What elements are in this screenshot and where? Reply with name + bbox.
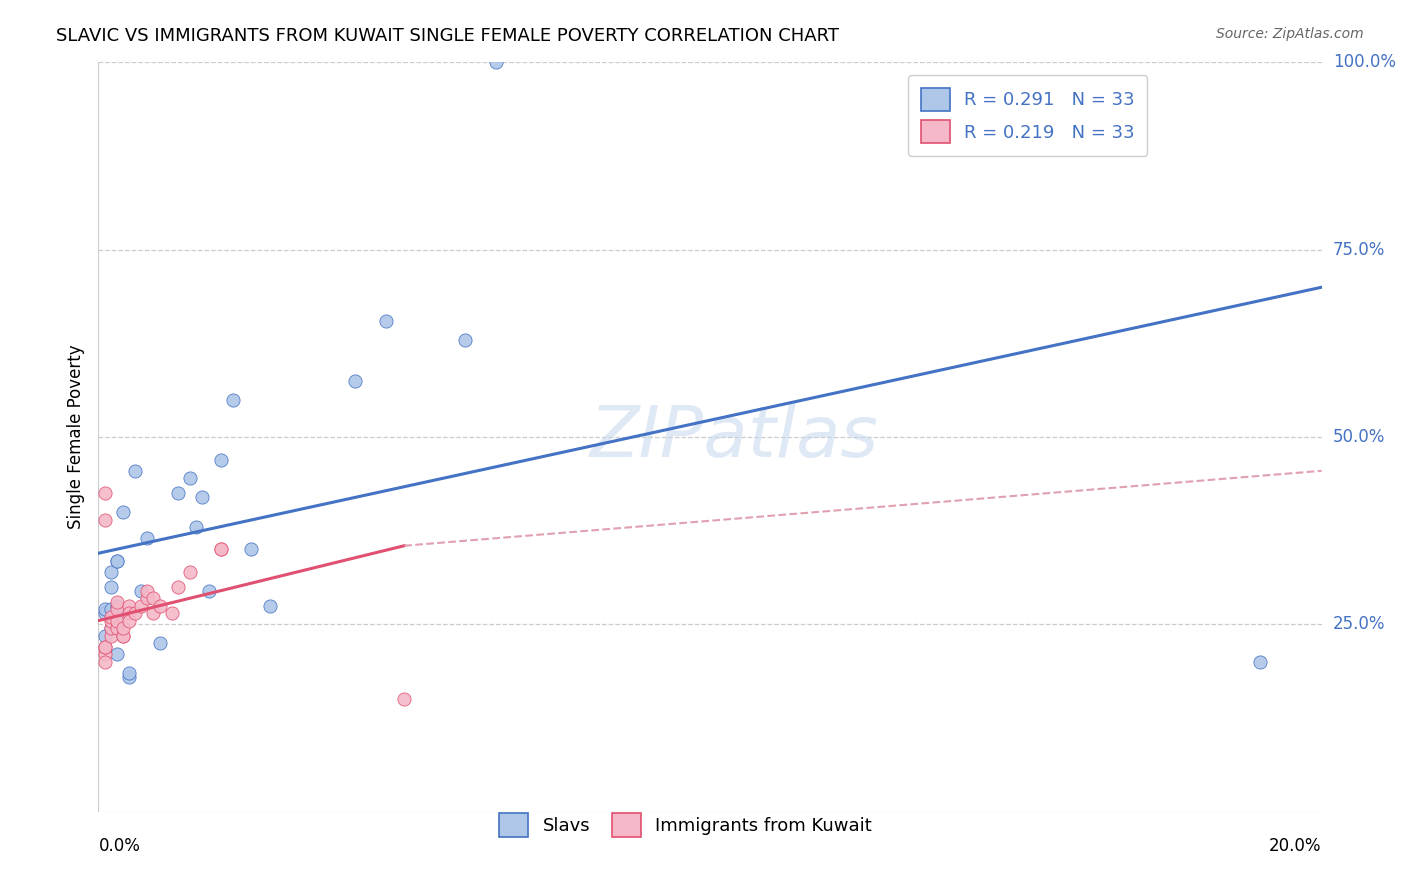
Point xyxy=(105,595,128,609)
Point xyxy=(197,583,219,598)
Point xyxy=(100,621,122,635)
Point xyxy=(240,542,263,557)
Point xyxy=(93,602,115,616)
Point xyxy=(100,614,122,628)
Point xyxy=(136,591,159,606)
Point xyxy=(118,606,141,620)
Text: 50.0%: 50.0% xyxy=(1333,428,1385,446)
Text: 25.0%: 25.0% xyxy=(1333,615,1385,633)
Point xyxy=(129,583,152,598)
Point xyxy=(209,542,232,557)
Point xyxy=(105,554,128,568)
Point xyxy=(136,531,159,545)
Point xyxy=(167,486,190,500)
Text: 0.0%: 0.0% xyxy=(98,837,141,855)
Point xyxy=(209,452,232,467)
Point xyxy=(93,648,115,662)
Point xyxy=(118,599,141,613)
Text: 100.0%: 100.0% xyxy=(1333,54,1396,71)
Point xyxy=(93,606,115,620)
Point xyxy=(1249,655,1271,669)
Y-axis label: Single Female Poverty: Single Female Poverty xyxy=(66,345,84,529)
Text: SLAVIC VS IMMIGRANTS FROM KUWAIT SINGLE FEMALE POVERTY CORRELATION CHART: SLAVIC VS IMMIGRANTS FROM KUWAIT SINGLE … xyxy=(56,27,839,45)
Point xyxy=(454,333,477,347)
Point xyxy=(105,621,128,635)
Point xyxy=(93,486,115,500)
Point xyxy=(179,565,201,579)
Point xyxy=(105,554,128,568)
Point xyxy=(105,599,128,613)
Point xyxy=(105,648,128,662)
Point xyxy=(100,621,122,635)
Point xyxy=(124,464,146,478)
Legend: Slavs, Immigrants from Kuwait: Slavs, Immigrants from Kuwait xyxy=(492,806,879,844)
Point xyxy=(105,614,128,628)
Point xyxy=(129,599,152,613)
Point xyxy=(191,490,214,504)
Point xyxy=(259,599,281,613)
Point xyxy=(100,580,122,594)
Point xyxy=(111,621,134,635)
Point xyxy=(93,640,115,654)
Text: ZIPatlas: ZIPatlas xyxy=(591,402,879,472)
Point xyxy=(111,505,134,519)
Point xyxy=(124,606,146,620)
Point xyxy=(100,629,122,643)
Point xyxy=(160,606,183,620)
Point xyxy=(222,392,245,407)
Point xyxy=(118,666,141,681)
Point xyxy=(167,580,190,594)
Point xyxy=(93,640,115,654)
Point xyxy=(179,471,201,485)
Text: 75.0%: 75.0% xyxy=(1333,241,1385,259)
Point xyxy=(118,614,141,628)
Point xyxy=(149,599,172,613)
Text: 20.0%: 20.0% xyxy=(1270,837,1322,855)
Point xyxy=(186,520,208,534)
Point xyxy=(93,655,115,669)
Point xyxy=(142,606,165,620)
Point xyxy=(136,583,159,598)
Point xyxy=(93,512,115,526)
Point xyxy=(392,692,416,706)
Point xyxy=(209,542,232,557)
Point xyxy=(100,610,122,624)
Point xyxy=(118,670,141,684)
Point xyxy=(105,602,128,616)
Point xyxy=(111,629,134,643)
Text: Source: ZipAtlas.com: Source: ZipAtlas.com xyxy=(1216,27,1364,41)
Point xyxy=(344,374,367,388)
Point xyxy=(100,602,122,616)
Point xyxy=(485,55,508,70)
Point xyxy=(149,636,172,650)
Point xyxy=(100,565,122,579)
Point xyxy=(105,614,128,628)
Point xyxy=(111,629,134,643)
Point xyxy=(93,629,115,643)
Point xyxy=(142,591,165,606)
Point xyxy=(374,314,396,328)
